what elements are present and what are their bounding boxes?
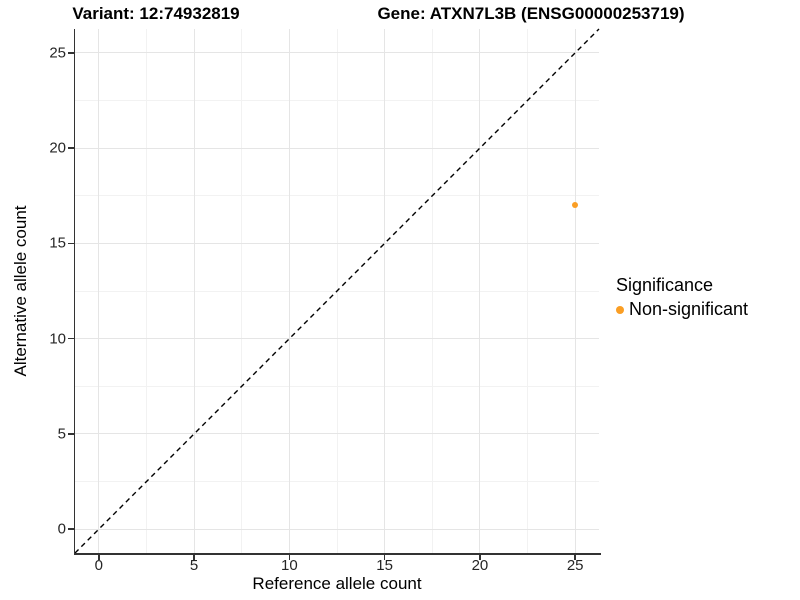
legend: Significance Non-significant (616, 275, 748, 320)
y-axis-line (73, 29, 75, 555)
y-tick-mark (68, 242, 74, 245)
major-gridline (574, 29, 576, 553)
y-tick-label: 25 (49, 44, 66, 62)
x-tick-mark (98, 554, 100, 560)
y-axis-title: Alternative allele count (11, 205, 30, 377)
minor-gridline (527, 29, 529, 553)
plot-panel (74, 28, 600, 554)
x-tick-label: 15 (376, 557, 393, 574)
major-gridline (75, 528, 599, 530)
major-gridline (384, 29, 386, 553)
x-tick-label: 10 (281, 557, 298, 574)
identity-line (74, 28, 600, 554)
minor-gridline (75, 195, 599, 197)
x-tick-mark (193, 554, 195, 560)
legend-title: Significance (616, 275, 714, 295)
y-tick-label: 5 (57, 425, 66, 443)
x-tick-mark (383, 554, 386, 560)
major-gridline (75, 338, 599, 340)
x-axis-line (73, 553, 601, 555)
y-tick-label: 15 (49, 234, 66, 252)
legend-key-dot-icon (616, 305, 624, 314)
y-tick-mark (68, 52, 74, 54)
y-tick-mark (68, 433, 74, 435)
major-gridline (479, 29, 481, 553)
major-gridline (193, 29, 195, 553)
minor-gridline (75, 99, 599, 101)
minor-gridline (431, 29, 433, 553)
major-gridline (75, 52, 599, 54)
legend-item-label: Non-significant (629, 299, 749, 319)
data-point (572, 202, 579, 209)
major-gridline (98, 29, 100, 553)
y-tick-label: 0 (57, 520, 66, 538)
x-axis-title: Reference allele count (252, 574, 422, 593)
y-tick-mark (68, 528, 74, 530)
major-gridline (288, 29, 290, 553)
x-tick-mark (479, 554, 481, 560)
x-tick-mark (288, 554, 291, 560)
gene-title: Gene: ATXN7L3B (ENSG00000253719) (377, 4, 685, 23)
major-gridline (75, 242, 599, 244)
y-tick-label: 10 (49, 330, 66, 348)
y-tick-mark (68, 147, 74, 149)
x-tick-mark (574, 554, 576, 560)
x-tick-label: 25 (566, 557, 584, 574)
major-gridline (75, 147, 599, 149)
y-tick-label: 20 (49, 139, 66, 157)
x-tick-label: 0 (94, 557, 103, 574)
x-tick-label: 20 (471, 557, 489, 574)
x-tick-label: 5 (189, 557, 199, 574)
y-tick-mark (68, 337, 74, 340)
variant-title: Variant: 12:74932819 (72, 4, 240, 23)
legend-item: Non-significant (616, 299, 748, 320)
major-gridline (75, 433, 599, 435)
